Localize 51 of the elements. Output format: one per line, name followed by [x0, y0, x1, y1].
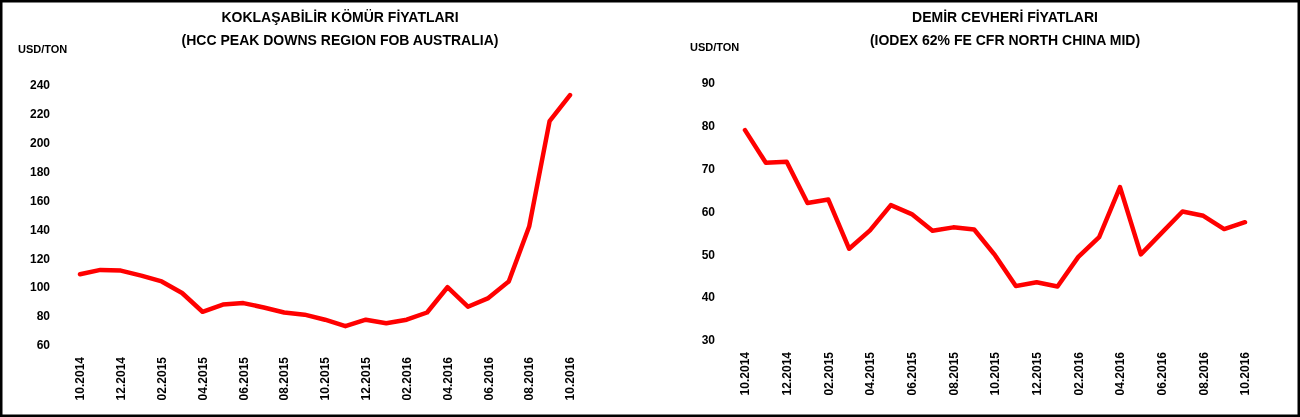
x-tick-label: 04.2015: [863, 351, 878, 396]
x-tick-label: 12.2014: [114, 356, 129, 401]
x-tick-label: 08.2016: [522, 356, 537, 401]
x-tick-label: 08.2015: [946, 351, 961, 396]
y-tick-label: 240: [29, 78, 51, 93]
x-tick-label: 06.2015: [904, 351, 919, 396]
x-tick-label: 04.2015: [195, 356, 210, 401]
y-tick-label: 180: [29, 164, 51, 179]
x-tick-label: 10.2015: [318, 356, 333, 401]
chart-title: KOKLAŞABİLİR KÖMÜR FİYATLARI: [221, 9, 459, 25]
x-tick-label: 02.2015: [154, 356, 169, 401]
y-tick-label: 30: [701, 333, 716, 348]
y-tick-label: 140: [29, 222, 51, 237]
x-tick-label: 12.2015: [359, 356, 374, 401]
chart-subtitle: (IODEX 62% FE CFR NORTH CHINA MID): [869, 32, 1141, 48]
y-tick-label: 200: [29, 135, 51, 150]
x-tick-label: 10.2016: [1238, 351, 1253, 396]
x-tick-label: 12.2015: [1029, 351, 1044, 396]
y-tick-label: 50: [701, 247, 716, 262]
y-tick-label: 80: [36, 309, 51, 324]
y-tick-label: 60: [36, 338, 51, 353]
x-tick-label: 04.2016: [440, 356, 455, 401]
x-tick-label: 08.2016: [1196, 351, 1211, 396]
y-axis-title: USD/TON: [18, 43, 68, 55]
x-tick-label: 06.2016: [481, 356, 496, 401]
x-tick-label: 10.2016: [563, 356, 578, 401]
chart-title: DEMİR CEVHERİ FİYATLARI: [912, 9, 1098, 25]
line-series: [742, 127, 1248, 289]
x-tick-label: 10.2014: [738, 351, 753, 396]
x-tick-label: 06.2015: [236, 356, 251, 401]
x-tick-label: 10.2015: [988, 351, 1003, 396]
y-tick-label: 120: [29, 251, 51, 266]
x-tick-label: 04.2016: [1113, 351, 1128, 396]
x-tick-label: 12.2014: [779, 351, 794, 396]
y-tick-label: 90: [701, 76, 716, 91]
x-tick-label: 02.2015: [821, 351, 836, 396]
y-tick-label: 60: [701, 204, 716, 219]
x-tick-label: 08.2015: [277, 356, 292, 401]
x-tick-label: 10.2014: [73, 356, 88, 401]
line-series: [77, 92, 573, 329]
y-tick-label: 160: [29, 193, 51, 208]
y-tick-label: 100: [29, 280, 51, 295]
x-tick-label: 02.2016: [1071, 351, 1086, 396]
y-tick-label: 80: [701, 119, 716, 134]
x-tick-label: 06.2016: [1154, 351, 1169, 396]
y-tick-label: 220: [29, 107, 51, 122]
chart-subtitle: (HCC PEAK DOWNS REGION FOB AUSTRALIA): [181, 32, 499, 48]
y-axis-title: USD/TON: [690, 41, 740, 53]
y-tick-label: 40: [701, 290, 716, 305]
y-tick-label: 70: [701, 161, 716, 176]
x-tick-label: 02.2016: [399, 356, 414, 401]
